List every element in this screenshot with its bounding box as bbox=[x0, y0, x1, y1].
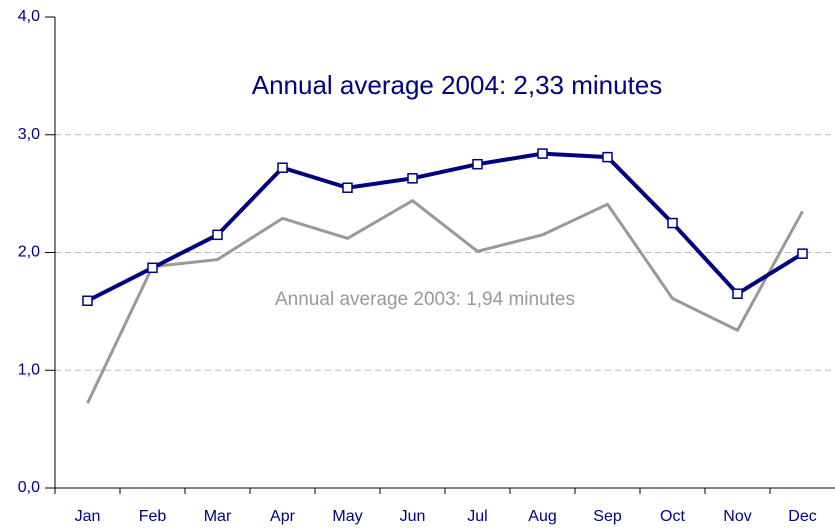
x-tick-label: Jan bbox=[75, 508, 101, 525]
x-tick-label: Aug bbox=[528, 508, 556, 525]
point-marker bbox=[602, 151, 613, 163]
x-tick-label: Feb bbox=[139, 508, 167, 525]
point-marker bbox=[277, 162, 288, 173]
annotation-2004: Annual average 2004: 2,33 minutes bbox=[252, 70, 663, 100]
point-marker bbox=[82, 295, 93, 307]
point-marker bbox=[667, 217, 678, 229]
x-tick-label: May bbox=[332, 508, 362, 525]
y-tick-label: 4,0 bbox=[18, 8, 40, 25]
x-tick-label: Mar bbox=[204, 508, 232, 525]
y-tick-label: 2,0 bbox=[18, 244, 40, 261]
point-marker bbox=[732, 288, 743, 299]
x-tick-label: Sep bbox=[593, 508, 622, 525]
y-tick-label: 3,0 bbox=[18, 126, 40, 143]
x-tick-label: Oct bbox=[660, 508, 685, 525]
point-marker bbox=[407, 173, 418, 184]
point-marker bbox=[212, 229, 223, 241]
point-marker bbox=[147, 262, 158, 274]
point-marker bbox=[537, 148, 548, 159]
x-tick-label: Apr bbox=[270, 508, 296, 525]
y-tick-label: 0,0 bbox=[18, 479, 40, 496]
point-marker bbox=[472, 158, 483, 170]
series-line bbox=[86, 198, 804, 404]
point-marker bbox=[797, 248, 808, 259]
x-tick-label: Jun bbox=[400, 508, 426, 525]
x-tick-label: Dec bbox=[788, 508, 816, 525]
x-tick-label: Nov bbox=[723, 508, 751, 525]
x-tick-label: Jul bbox=[467, 508, 487, 525]
series-line bbox=[86, 151, 804, 303]
point-marker bbox=[342, 182, 353, 193]
y-tick-label: 1,0 bbox=[18, 361, 40, 378]
annotation-2003: Annual average 2003: 1,94 minutes bbox=[275, 289, 575, 310]
